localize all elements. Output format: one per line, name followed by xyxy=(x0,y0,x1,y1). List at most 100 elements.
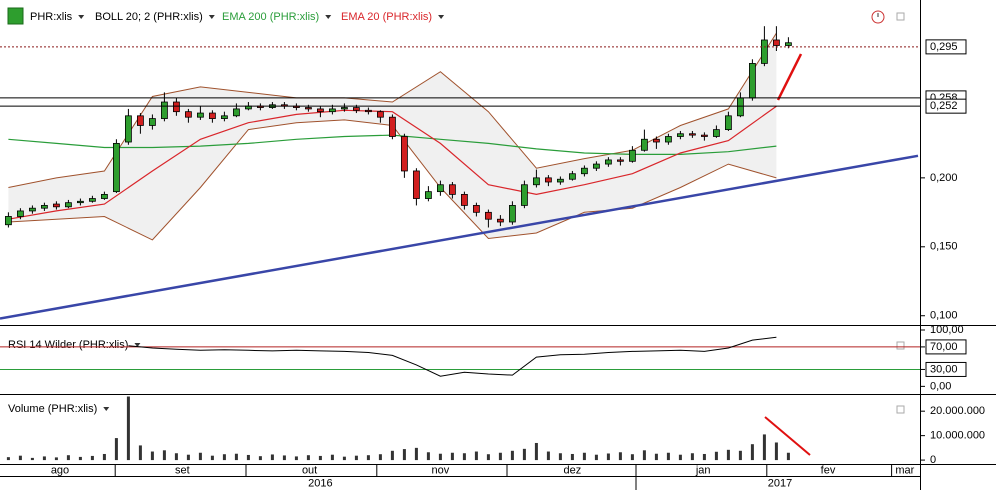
tick-label-box xyxy=(925,339,967,355)
volume-bar xyxy=(414,447,418,461)
volume-bar xyxy=(90,455,94,461)
annotation-arrow xyxy=(764,416,811,456)
y-tick-label: 10.000.000 xyxy=(930,430,985,442)
volume-bar xyxy=(498,452,502,461)
volume-bar xyxy=(690,453,694,461)
volume-bar xyxy=(114,438,118,461)
month-label: fev xyxy=(821,464,836,476)
candle-body xyxy=(5,216,12,226)
y-tick-label: 0,100 xyxy=(930,310,958,322)
candle-body xyxy=(65,202,72,208)
candle-body xyxy=(16,210,24,217)
volume-bar xyxy=(774,442,778,461)
candle-body xyxy=(53,203,60,208)
volume-bar xyxy=(546,451,550,461)
ema-line xyxy=(8,105,777,220)
volume-bar xyxy=(606,453,610,461)
volume-bar xyxy=(246,454,250,461)
volume-bar xyxy=(378,454,382,461)
y-tick-label: 30,00 xyxy=(930,363,958,375)
volume-bar xyxy=(462,453,466,461)
legend-ema200[interactable]: EMA 200 (PHR:xlis) xyxy=(222,11,319,23)
dropdown-arrow xyxy=(103,407,110,411)
candle-body xyxy=(125,115,132,143)
candle-body xyxy=(89,198,96,202)
candle-body xyxy=(388,116,396,137)
candle-body xyxy=(785,42,792,46)
legend-symbol[interactable]: PHR:xlis xyxy=(30,11,73,23)
year-label: 2017 xyxy=(768,477,792,489)
volume-bar xyxy=(306,455,310,461)
window-icon[interactable] xyxy=(896,341,905,350)
candle-body xyxy=(328,108,336,113)
dropdown-arrow xyxy=(325,15,332,19)
candle-body xyxy=(484,211,492,220)
symbol-icon[interactable] xyxy=(7,7,24,25)
candle-body xyxy=(617,159,624,162)
candle-body xyxy=(773,39,780,46)
candle-body xyxy=(113,142,120,193)
candle-body xyxy=(665,136,672,143)
legend-ema20[interactable]: EMA 20 (PHR:xlis) xyxy=(341,11,432,23)
volume-bar xyxy=(642,450,646,461)
volume-bar xyxy=(282,455,286,461)
month-label: jan xyxy=(695,464,711,476)
dropdown-arrow xyxy=(78,15,85,19)
volume-bar xyxy=(18,455,22,461)
volume-bar xyxy=(522,448,526,461)
volume-bar xyxy=(234,453,238,461)
candle-body xyxy=(41,205,48,209)
candle-body xyxy=(172,101,180,113)
candle-body xyxy=(521,184,528,206)
volume-bar xyxy=(126,396,130,461)
candle-body xyxy=(304,107,312,110)
candle-body xyxy=(641,138,648,151)
volume-bar xyxy=(66,455,70,461)
candle-body xyxy=(496,218,504,223)
volume-bar xyxy=(138,445,142,461)
volume-bar xyxy=(714,451,718,461)
band-fill xyxy=(8,33,777,240)
volume-bar xyxy=(258,456,262,461)
band-upper xyxy=(8,32,777,188)
volume-bar xyxy=(582,452,586,461)
candle-body xyxy=(448,184,456,195)
volume-bar xyxy=(450,452,454,461)
dropdown-arrow xyxy=(134,343,141,347)
candle-body xyxy=(208,112,216,119)
y-tick-label: 70,00 xyxy=(930,341,958,353)
volume-bar xyxy=(474,451,478,461)
month-label: nov xyxy=(432,464,450,476)
volume-title[interactable]: Volume (PHR:xlis) xyxy=(8,403,97,415)
candle-body xyxy=(749,63,756,99)
candle-body xyxy=(605,159,612,165)
volume-bar xyxy=(6,457,10,461)
candle-body xyxy=(689,133,696,136)
candle-body xyxy=(101,193,108,199)
volume-bar xyxy=(54,457,58,461)
candle-body xyxy=(316,108,324,113)
window-icon[interactable] xyxy=(896,12,905,21)
volume-bar xyxy=(486,454,490,461)
candle-body xyxy=(77,200,84,204)
candle-body xyxy=(340,107,348,110)
trend-line xyxy=(0,154,919,320)
rsi-title[interactable]: RSI 14 Wilder (PHR:xlis) xyxy=(8,339,128,351)
candle-body xyxy=(472,205,480,213)
volume-bar xyxy=(354,455,358,461)
underlay xyxy=(8,33,777,240)
candle-body xyxy=(28,207,36,212)
window-icon[interactable] xyxy=(896,405,905,414)
volume-bar xyxy=(210,455,214,461)
candle-body xyxy=(376,111,384,118)
candle-body xyxy=(424,191,432,199)
volume-bar xyxy=(330,454,334,461)
volume-bar xyxy=(762,434,766,461)
volume-bar xyxy=(594,454,598,461)
dropdown-arrow xyxy=(208,15,215,19)
volume-bar xyxy=(366,455,370,461)
legend-bollinger[interactable]: BOLL 20; 2 (PHR:xlis) xyxy=(95,11,203,23)
